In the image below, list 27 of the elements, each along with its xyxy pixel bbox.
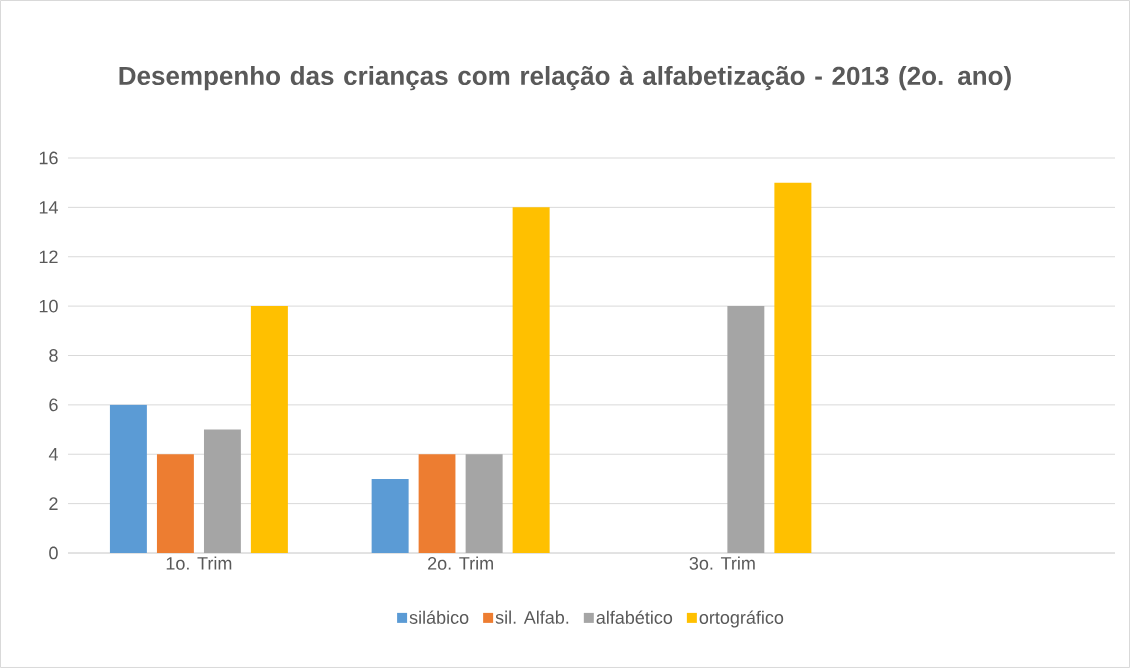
y-tick-label: 0 — [49, 546, 58, 560]
legend-label: ortográfico — [699, 610, 784, 628]
y-tick-label: 2 — [49, 497, 58, 510]
x-tick-label: 1o. Trim — [166, 556, 232, 570]
bar — [203, 429, 241, 553]
bar — [727, 306, 765, 553]
y-tick-label: 10 — [39, 299, 58, 313]
legend-label: alfabético — [596, 610, 673, 624]
y-tick-label: 8 — [49, 349, 58, 362]
bar — [418, 454, 456, 553]
chart-title: Desempenho das crianças com relação à alfabetização - 2013 (2o. ano) — [119, 65, 1011, 91]
bar — [371, 478, 409, 553]
y-tick-label: 6 — [49, 398, 58, 412]
bar — [250, 306, 288, 553]
bar — [512, 207, 550, 553]
x-tick-label: 2o. Trim — [428, 556, 493, 570]
x-tick-label: 3o. Trim — [689, 556, 755, 570]
bar — [156, 454, 194, 553]
y-tick-label: 12 — [39, 250, 58, 264]
bar — [774, 182, 812, 553]
y-tick-label: 4 — [48, 448, 58, 461]
y-tick-label: 16 — [39, 151, 58, 165]
legend-label: sil. Alfab. — [495, 610, 569, 624]
bar — [109, 404, 147, 553]
bar — [465, 454, 503, 553]
y-tick-label: 14 — [39, 201, 58, 214]
legend-label: silábico — [409, 610, 469, 624]
